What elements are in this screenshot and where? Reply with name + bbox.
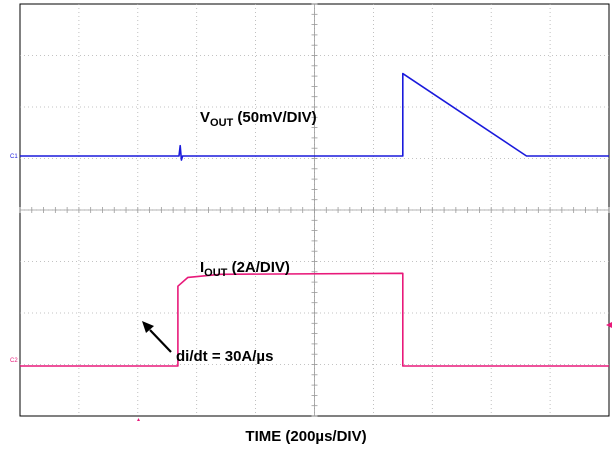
trace-iout <box>20 272 609 367</box>
trigger-level-marker <box>606 322 612 328</box>
iout-label: IOUT (2A/DIV) <box>200 259 290 279</box>
channel-1-marker: C1 <box>10 154 18 160</box>
slew-rate-arrow <box>142 321 172 353</box>
annotation-di-dt: di/dt = 30A/µs <box>176 348 273 365</box>
traces <box>20 72 609 367</box>
trace-vout <box>20 72 609 161</box>
vout-label: VOUT (50mV/DIV) <box>200 109 317 129</box>
channel-2-marker: C2 <box>10 358 18 364</box>
x-axis-label: TIME (200µs/DIV) <box>245 428 366 445</box>
svg-text:IOUT (2A/DIV): IOUT (2A/DIV) <box>200 259 290 279</box>
trigger-position-marker <box>137 418 140 421</box>
svg-text:VOUT (50mV/DIV): VOUT (50mV/DIV) <box>200 109 317 129</box>
grid <box>19 3 610 417</box>
